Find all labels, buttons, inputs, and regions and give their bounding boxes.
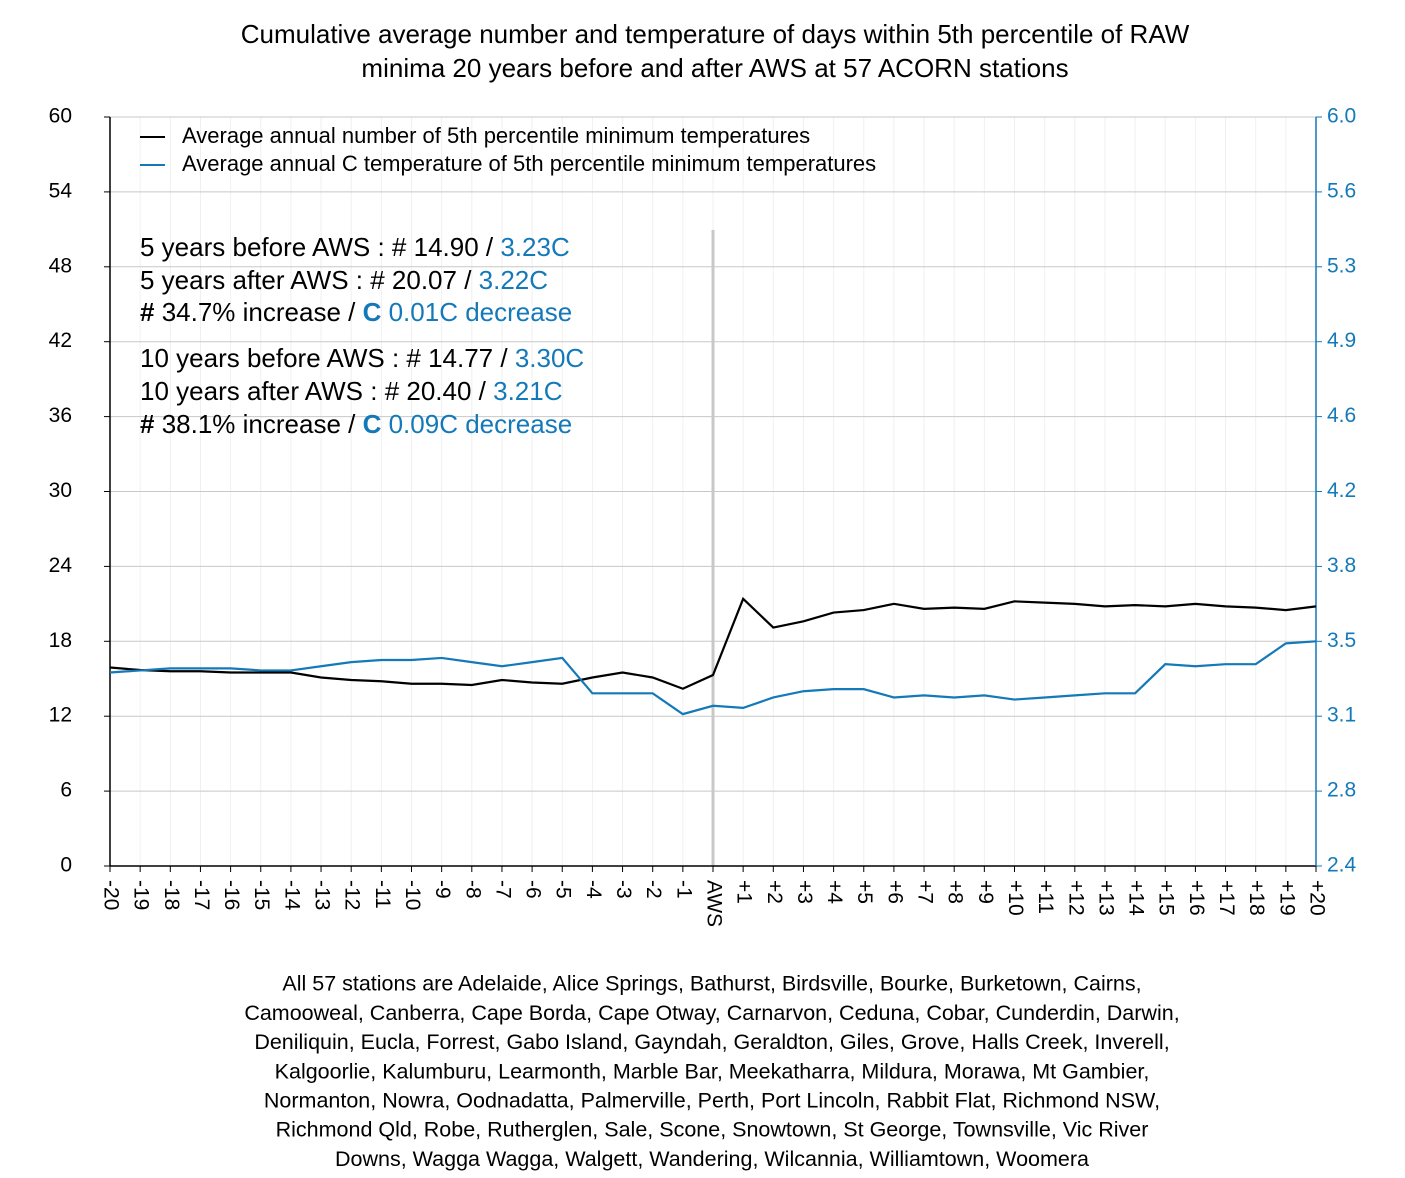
y2-tick-label: 3.8	[1327, 554, 1356, 577]
annotation-part: 38.1% increase /	[154, 409, 362, 439]
annotation-part: 0.01C decrease	[381, 297, 572, 327]
annotation-part: 34.7% increase /	[154, 297, 362, 327]
x-tick-label: AWS	[702, 880, 725, 927]
x-tick-label: -12	[341, 880, 364, 910]
x-tick-label: -4	[582, 880, 605, 899]
x-tick-label: -1	[672, 880, 695, 899]
annotation-part: C	[363, 297, 382, 327]
x-tick-label: -10	[401, 880, 424, 910]
x-tick-label: +8	[944, 880, 967, 904]
annotation-part: 3.30C	[515, 343, 584, 373]
annotation-part: 3.23C	[500, 232, 569, 262]
y-tick-label: 18	[49, 629, 72, 652]
annotation-part: C	[363, 409, 382, 439]
x-tick-label: -15	[250, 880, 273, 910]
x-tick-label: +17	[1215, 880, 1238, 916]
footnote: Kalgoorlie, Kalumburu, Learmonth, Marble…	[275, 1059, 1150, 1083]
y2-tick-label: 3.1	[1327, 704, 1356, 727]
x-tick-label: -2	[642, 880, 665, 899]
y-tick-label: 48	[49, 254, 72, 277]
series-line	[109, 640, 1317, 716]
chart-title: Cumulative average number and temperatur…	[241, 19, 1190, 49]
y2-tick-label: 5.6	[1327, 179, 1356, 202]
y2-tick-label: 4.6	[1327, 404, 1356, 427]
x-tick-label: +7	[914, 880, 937, 904]
footnote: Downs, Wagga Wagga, Walgett, Wandering, …	[335, 1147, 1089, 1171]
footnote: All 57 stations are Adelaide, Alice Spri…	[282, 972, 1141, 996]
legend-label: Average annual number of 5th percentile …	[182, 123, 810, 148]
annotation-part: 3.21C	[493, 376, 562, 406]
series-line	[109, 596, 1317, 690]
x-tick-label: -18	[160, 880, 183, 910]
x-tick-label: +19	[1275, 880, 1298, 916]
x-tick-label: +10	[1004, 880, 1027, 916]
annotation: 10 years before AWS : # 14.77 / 3.30C	[140, 343, 584, 373]
footnote: Richmond Qld, Robe, Rutherglen, Sale, Sc…	[276, 1118, 1149, 1142]
x-tick-label: -8	[461, 880, 484, 899]
annotation-part: 0.09C decrease	[381, 409, 572, 439]
y2-tick-label: 4.9	[1327, 329, 1356, 352]
legend-label: Average annual C temperature of 5th perc…	[182, 151, 876, 176]
x-tick-label: +16	[1185, 880, 1208, 916]
x-tick-label: +14	[1125, 880, 1148, 916]
y-tick-label: 0	[60, 854, 72, 877]
y-tick-label: 36	[49, 404, 72, 427]
y2-tick-label: 3.5	[1327, 629, 1356, 652]
x-tick-label: +12	[1064, 880, 1087, 916]
x-tick-label: -14	[280, 880, 303, 911]
annotation: 5 years after AWS : # 20.07 / 3.22C	[140, 265, 548, 295]
footnote: Normanton, Nowra, Oodnadatta, Palmervill…	[264, 1088, 1160, 1112]
x-tick-label: +15	[1155, 880, 1178, 916]
chart-title: minima 20 years before and after AWS at …	[361, 53, 1068, 83]
y2-tick-label: 2.8	[1327, 779, 1356, 802]
x-tick-label: -16	[220, 880, 243, 910]
x-tick-label: -20	[99, 880, 122, 910]
x-tick-label: +13	[1094, 880, 1117, 916]
annotation-part: 3.22C	[479, 265, 548, 295]
annotation-part: 5 years before AWS : # 14.90 /	[140, 232, 500, 262]
x-tick-label: -11	[371, 880, 394, 909]
annotation: # 34.7% increase / C 0.01C decrease	[140, 297, 572, 327]
x-tick-label: +20	[1305, 880, 1328, 916]
annotation: 10 years after AWS : # 20.40 / 3.21C	[140, 376, 563, 406]
x-tick-label: -5	[552, 880, 575, 899]
y2-tick-label: 2.4	[1327, 854, 1357, 877]
x-tick-label: -6	[522, 880, 545, 899]
y-tick-label: 24	[49, 554, 73, 577]
x-tick-label: -9	[431, 880, 454, 899]
x-tick-label: -3	[612, 880, 635, 899]
x-tick-label: -13	[311, 880, 334, 910]
y-tick-label: 54	[49, 179, 73, 202]
y2-tick-label: 6.0	[1327, 105, 1356, 128]
x-tick-label: +11	[1034, 880, 1057, 914]
x-tick-label: +18	[1245, 880, 1268, 916]
x-tick-label: -19	[130, 880, 153, 910]
x-tick-label: +1	[733, 880, 756, 904]
y-tick-label: 42	[49, 329, 72, 352]
y-tick-label: 60	[49, 105, 72, 128]
annotation-part: #	[140, 409, 155, 439]
y-tick-label: 12	[49, 704, 72, 727]
y-tick-label: 30	[49, 479, 72, 502]
x-tick-label: -7	[491, 880, 514, 899]
annotation: # 38.1% increase / C 0.09C decrease	[140, 409, 572, 439]
x-tick-label: +5	[853, 880, 876, 904]
x-tick-label: +2	[763, 880, 786, 904]
annotation-part: #	[140, 297, 155, 327]
footnote: Camooweal, Canberra, Cape Borda, Cape Ot…	[244, 1001, 1179, 1025]
x-tick-label: +9	[974, 880, 997, 904]
y-tick-label: 6	[60, 779, 72, 802]
annotation-part: 10 years after AWS : # 20.40 /	[140, 376, 493, 406]
x-tick-label: +4	[823, 880, 846, 904]
y2-tick-label: 5.3	[1327, 254, 1356, 277]
annotation-part: 5 years after AWS : # 20.07 /	[140, 265, 479, 295]
x-tick-label: -17	[190, 880, 213, 910]
annotation: 5 years before AWS : # 14.90 / 3.23C	[140, 232, 570, 262]
x-tick-label: +6	[883, 880, 906, 904]
footnote: Deniliquin, Eucla, Forrest, Gabo Island,…	[254, 1030, 1169, 1054]
y2-tick-label: 4.2	[1327, 479, 1356, 502]
x-tick-label: +3	[793, 880, 816, 904]
annotation-part: 10 years before AWS : # 14.77 /	[140, 343, 515, 373]
